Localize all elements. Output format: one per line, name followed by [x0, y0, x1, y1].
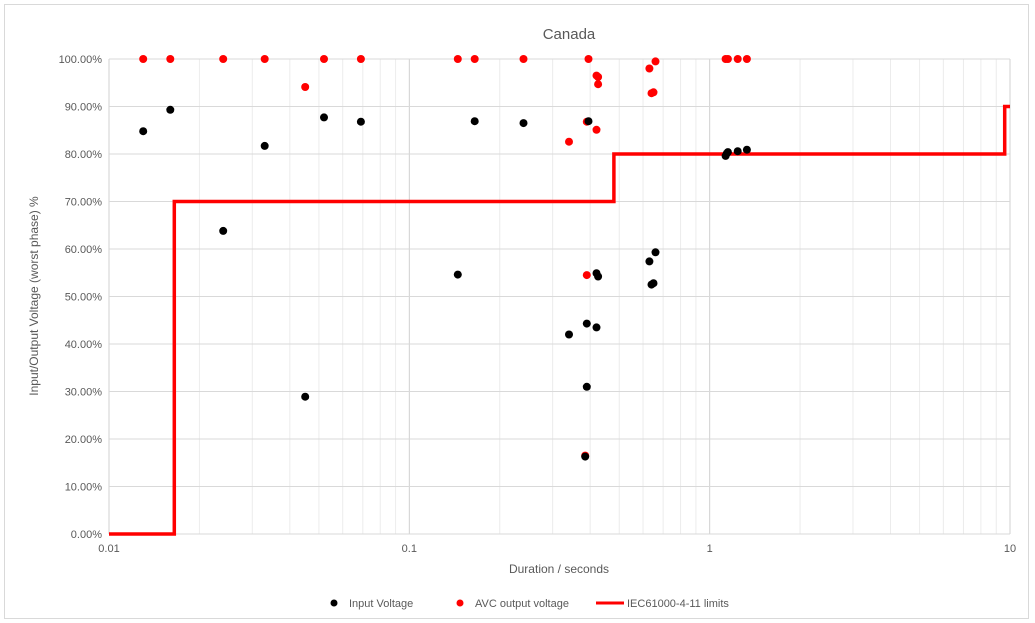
y-tick-label: 40.00%	[65, 339, 103, 351]
avc-output-voltage-point	[519, 55, 528, 63]
gridlines	[108, 58, 1011, 535]
avc-output-voltage-point	[453, 55, 462, 63]
plot-area-series	[109, 55, 1010, 536]
input-voltage-point	[581, 452, 590, 461]
avc-output-voltage-point	[592, 125, 601, 134]
x-tick-label: 0.1	[402, 543, 417, 555]
input-voltage-point	[733, 147, 742, 156]
legend-label: Input Voltage	[349, 598, 413, 610]
input-voltage-point	[470, 117, 479, 126]
x-tick-label: 1	[707, 543, 713, 555]
x-tick-labels: 0.01 0.1 1 10	[98, 543, 1016, 555]
legend-swatch-marker	[456, 599, 464, 607]
input-voltage-point	[651, 248, 660, 257]
avc-output-voltage-point	[582, 271, 591, 280]
input-voltage-point	[584, 117, 593, 126]
avc-output-voltage-point	[649, 88, 658, 97]
avc-output-voltage-point	[733, 55, 742, 63]
input-voltage-point	[723, 148, 732, 157]
input-voltage-point	[565, 330, 573, 339]
input-voltage-point	[139, 127, 148, 136]
x-tick-label: 0.01	[98, 543, 119, 555]
input-voltage-point	[219, 226, 228, 235]
input-voltage-point	[582, 319, 591, 328]
legend: Input Voltage AVC output voltage IEC61000-…	[330, 598, 729, 610]
avc-output-voltage-point	[356, 55, 365, 63]
y-tick-label: 0.00%	[71, 529, 102, 541]
y-tick-label: 50.00%	[65, 292, 103, 304]
input-voltage-point	[645, 257, 654, 266]
limit-line	[109, 104, 1010, 536]
avc-output-voltage-point	[166, 55, 175, 63]
avc-output-voltage-point	[219, 55, 228, 63]
y-tick-label: 60.00%	[65, 244, 103, 256]
input-voltage-point	[356, 117, 365, 126]
y-tick-label: 100.00%	[59, 54, 103, 66]
avc-output-voltage-point	[594, 73, 603, 81]
legend-swatch-marker	[330, 599, 338, 607]
input-voltage-point	[582, 382, 591, 391]
input-voltage-point	[592, 323, 601, 332]
y-tick-labels: 0.00% 10.00% 20.00% 30.00% 40.00% 50.00% 60.00…	[59, 54, 103, 541]
avc-output-voltage-point	[584, 55, 593, 63]
y-tick-label: 90.00%	[65, 102, 103, 114]
avc-output-voltage-point	[301, 83, 310, 91]
avc-output-voltage-point	[742, 55, 751, 63]
input-voltage-point	[594, 272, 603, 281]
input-voltage-point	[301, 392, 310, 401]
input-voltage-point	[519, 119, 528, 128]
input-voltage-point	[166, 105, 175, 114]
input-voltage-point	[453, 270, 462, 279]
input-voltage-point	[649, 279, 658, 288]
y-tick-label: 70.00%	[65, 197, 103, 209]
y-tick-label: 20.00%	[65, 434, 103, 446]
input-voltage-point	[260, 141, 269, 150]
avc-output-voltage-point	[139, 55, 148, 63]
input-voltage-point	[320, 113, 328, 122]
legend-label: IEC61000-4-11 limits	[627, 598, 729, 610]
y-tick-label: 10.00%	[65, 482, 103, 494]
x-tick-label: 10	[1004, 543, 1016, 555]
avc-output-voltage-point	[565, 137, 573, 146]
input-voltage-point	[742, 145, 751, 154]
avc-output-voltage-point	[260, 55, 269, 63]
avc-output-voltage-point	[645, 64, 654, 73]
y-tick-label: 30.00%	[65, 387, 103, 399]
y-tick-label: 80.00%	[65, 149, 103, 161]
avc-output-voltage-point	[470, 55, 479, 63]
avc-output-voltage-point	[320, 55, 328, 63]
y-axis-title: Input/Output Voltage (worst phase) %	[27, 196, 41, 396]
avc-output-voltage-point	[651, 57, 660, 66]
avc-output-voltage-point	[723, 55, 732, 63]
x-axis-title: Duration / seconds	[509, 562, 609, 576]
avc-output-voltage-point	[594, 80, 603, 89]
chart-title: Canada	[543, 26, 596, 43]
legend-label: AVC output voltage	[475, 598, 569, 610]
